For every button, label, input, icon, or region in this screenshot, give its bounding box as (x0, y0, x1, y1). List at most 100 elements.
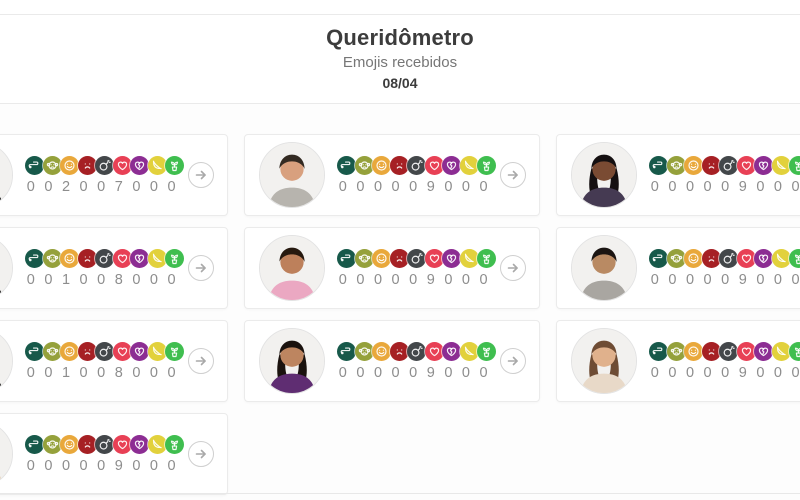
emoji-count: 9 (426, 364, 435, 381)
coracao-emoji-icon (736, 155, 756, 175)
card-detail-arrow-button[interactable] (188, 348, 214, 374)
emoji-count: 8 (114, 271, 123, 288)
emoji-count: 0 (79, 364, 88, 381)
emoji-count: 0 (149, 364, 158, 381)
emoji-count: 0 (444, 271, 453, 288)
emoji-count: 0 (167, 457, 176, 474)
emoji-count: 0 (44, 271, 53, 288)
emoji-count: 0 (703, 364, 712, 381)
emoji-count: 0 (97, 457, 106, 474)
card-detail-arrow-button[interactable] (500, 348, 526, 374)
coracao-partido-emoji-icon (442, 155, 461, 175)
arrow-right-icon (507, 356, 518, 366)
banana-emoji-icon (147, 341, 167, 361)
emoji-count: 0 (461, 178, 470, 195)
coracao-emoji-icon (112, 248, 132, 268)
carinha-triste-emoji-icon (77, 155, 97, 175)
emoji-count: 0 (356, 271, 365, 288)
coracao-emoji-icon (424, 155, 444, 175)
coracao-emoji-icon (112, 155, 132, 175)
coracao-emoji-icon (112, 434, 132, 454)
planta-emoji-icon (165, 248, 184, 268)
emoji-row (337, 341, 496, 361)
coracao-partido-emoji-icon (130, 341, 149, 361)
emoji-count: 0 (132, 457, 141, 474)
banana-emoji-icon (459, 155, 479, 175)
coracao-partido-emoji-icon (442, 341, 461, 361)
emoji-count: 0 (791, 271, 800, 288)
arrow-right-icon (507, 263, 518, 273)
emoji-count: 0 (44, 178, 53, 195)
emoji-row (337, 248, 496, 268)
mico-emoji-icon (42, 434, 62, 454)
planta-emoji-icon (165, 434, 184, 454)
carinha-triste-emoji-icon (701, 155, 721, 175)
card-detail-arrow-button[interactable] (500, 162, 526, 188)
emoji-count: 0 (132, 178, 141, 195)
arrow-right-icon (195, 263, 206, 273)
carinha-feliz-emoji-icon (684, 341, 703, 361)
emoji-count: 0 (703, 271, 712, 288)
emoji-count: 0 (44, 457, 53, 474)
banana-emoji-icon (147, 155, 167, 175)
cobra-emoji-icon (25, 248, 44, 268)
emoji-count: 0 (409, 178, 418, 195)
carinha-triste-emoji-icon (389, 155, 409, 175)
carinha-triste-emoji-icon (701, 248, 721, 268)
cobra-emoji-icon (337, 248, 356, 268)
emoji-count: 0 (391, 271, 400, 288)
emoji-count: 0 (61, 457, 71, 474)
emoji-count: 0 (756, 364, 765, 381)
card-detail-arrow-button[interactable] (500, 255, 526, 281)
emoji-count: 0 (479, 364, 488, 381)
emoji-count: 0 (167, 364, 176, 381)
emoji-count: 0 (721, 271, 730, 288)
emoji-count: 0 (373, 364, 383, 381)
card-detail-arrow-button[interactable] (188, 162, 214, 188)
planta-emoji-icon (789, 248, 800, 268)
cobra-emoji-icon (337, 341, 356, 361)
emoji-row (25, 248, 184, 268)
cobra-emoji-icon (25, 341, 44, 361)
participant-avatar (0, 142, 13, 208)
emoji-count: 0 (26, 364, 35, 381)
emoji-count: 8 (114, 364, 123, 381)
emoji-count: 0 (97, 364, 106, 381)
cobra-emoji-icon (25, 155, 44, 175)
date-label: 08/04 (382, 75, 418, 91)
top-nav-strip (0, 0, 800, 15)
arrow-right-icon (507, 170, 518, 180)
emoji-count: 0 (703, 178, 712, 195)
coracao-partido-emoji-icon (754, 248, 773, 268)
emoji-count: 0 (132, 271, 141, 288)
emoji-row (25, 434, 184, 454)
emoji-count: 0 (791, 178, 800, 195)
emoji-count: 0 (409, 271, 418, 288)
card-detail-arrow-button[interactable] (188, 255, 214, 281)
arrow-right-icon (195, 449, 206, 459)
emoji-count: 9 (426, 271, 435, 288)
emoji-row (649, 248, 800, 268)
carinha-triste-emoji-icon (701, 341, 721, 361)
page-title: Queridômetro (326, 25, 474, 50)
card-detail-arrow-button[interactable] (188, 441, 214, 467)
bomba-emoji-icon (719, 248, 738, 268)
participant-avatar (0, 328, 13, 394)
bomba-emoji-icon (95, 155, 114, 175)
banana-emoji-icon (771, 248, 791, 268)
emoji-count: 2 (61, 178, 71, 195)
emoji-count: 0 (773, 364, 782, 381)
emoji-count: 0 (650, 364, 659, 381)
mico-emoji-icon (666, 248, 686, 268)
banana-emoji-icon (771, 155, 791, 175)
emoji-count: 0 (773, 271, 782, 288)
